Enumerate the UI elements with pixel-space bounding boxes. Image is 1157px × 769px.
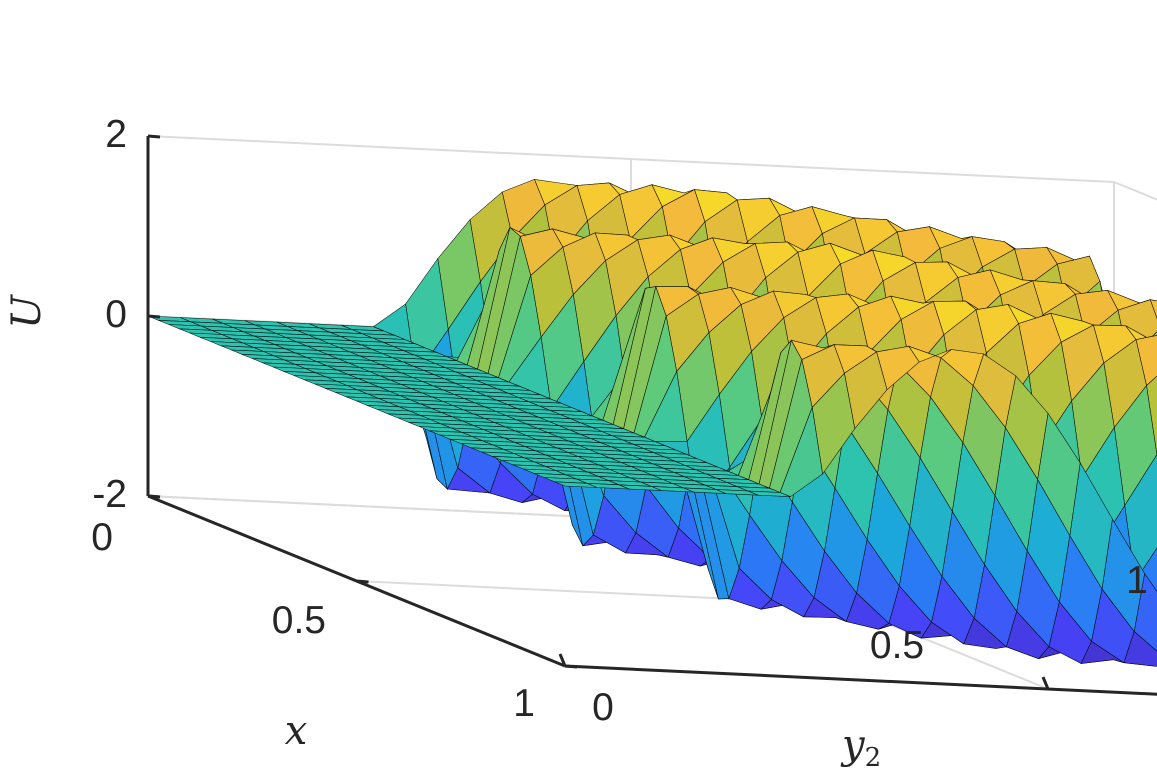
y-tick-mark-0: [558, 653, 567, 667]
z-tick-mark-2: [147, 134, 161, 139]
y-tick-label-2: 1: [1126, 559, 1148, 602]
y-axis-label-main: y: [840, 722, 866, 768]
surface-plot: [147, 179, 1157, 667]
y-tick-label-0: 0: [592, 686, 614, 729]
grid-line-wall-x0-z-2: [147, 135, 1115, 183]
y-axis-label: y2: [840, 722, 881, 769]
x-tick-label-2: 1: [513, 682, 535, 725]
x-tick-mark-1: [356, 579, 369, 584]
x-axis-label: x: [285, 708, 308, 754]
y-tick-mark-1: [1041, 676, 1050, 690]
z-tick-label-1: 0: [105, 293, 127, 336]
x-tick-label-0: 0: [91, 516, 113, 559]
z-tick-mark-1: [147, 314, 161, 319]
z-tick-label-2: 2: [105, 113, 127, 156]
z-axis-label: U: [4, 294, 50, 329]
x-tick-label-1: 0.5: [272, 599, 326, 642]
x-tick-mark-2: [564, 664, 578, 669]
surface-patch-1199: [554, 481, 598, 488]
y-axis-line: [564, 664, 1157, 696]
y-axis-label-subscript: 2: [865, 743, 882, 769]
axes: [146, 134, 1157, 696]
x-tick-mark-0: [147, 494, 161, 499]
z-tick-label-0: -2: [92, 473, 127, 516]
y-tick-label-1: 0.5: [870, 624, 924, 667]
